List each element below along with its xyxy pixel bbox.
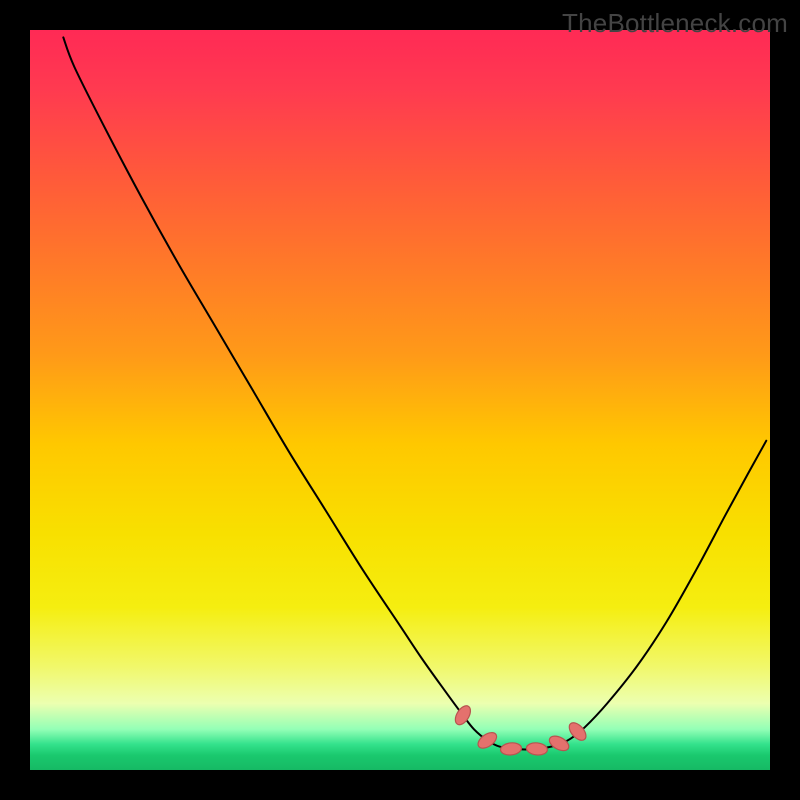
plot-area xyxy=(30,30,770,770)
chart-stage: TheBottleneck.com xyxy=(0,0,800,800)
watermark-text: TheBottleneck.com xyxy=(562,8,788,39)
gradient-background xyxy=(30,30,770,770)
plot-svg xyxy=(30,30,770,770)
